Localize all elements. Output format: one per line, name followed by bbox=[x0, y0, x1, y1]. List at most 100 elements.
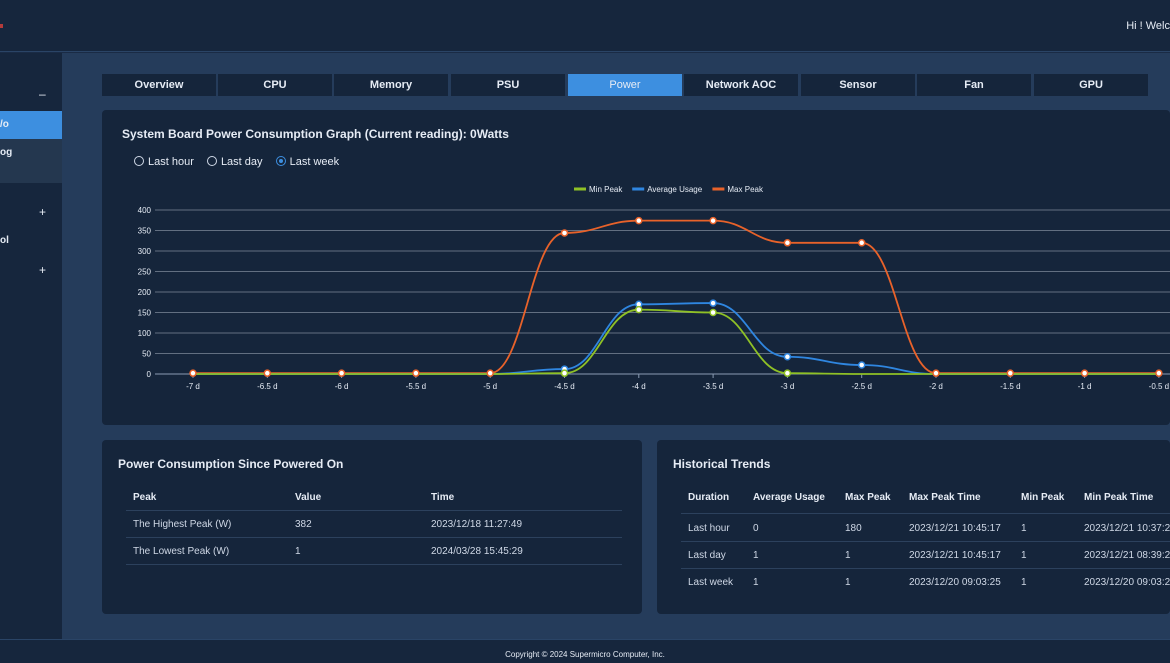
min-peak-legend-label: Min Peak bbox=[589, 185, 623, 194]
table-cell: The Lowest Peak (W) bbox=[133, 546, 230, 557]
max-peak-point bbox=[189, 369, 197, 377]
sidebar-item-label: /o bbox=[0, 119, 9, 130]
x-tick-label: -2.5 d bbox=[851, 382, 871, 391]
sidebar-item-system-info[interactable]: /o bbox=[0, 111, 62, 139]
radio-last-day[interactable]: Last day bbox=[206, 156, 263, 168]
tab-overview[interactable]: Overview bbox=[102, 74, 216, 96]
table-cell: 1 bbox=[1021, 577, 1027, 588]
table-cell: 2023/12/21 08:39:2 bbox=[1084, 550, 1170, 561]
column-header-peak: Peak bbox=[133, 492, 157, 503]
table-cell: 180 bbox=[845, 523, 862, 534]
x-tick-label: -5.5 d bbox=[406, 382, 426, 391]
max-peak-point bbox=[263, 369, 272, 377]
y-tick-label: 150 bbox=[138, 309, 152, 318]
max-peak-line bbox=[193, 219, 1159, 375]
min-peak-point bbox=[560, 369, 569, 377]
table-cell: 1 bbox=[753, 550, 759, 561]
radio-label: Last hour bbox=[148, 156, 194, 168]
radio-last-hour[interactable]: Last hour bbox=[134, 156, 194, 168]
column-header-duration: Duration bbox=[688, 492, 730, 503]
sidebar-section-expand[interactable]: + bbox=[0, 199, 62, 227]
table-cell: 2023/12/21 10:37:2 bbox=[1084, 523, 1170, 534]
max-peak-point bbox=[635, 216, 643, 225]
table-cell: 2023/12/18 11:27:49 bbox=[431, 519, 523, 530]
table-cell: 2023/12/20 09:03:2 bbox=[1084, 577, 1170, 588]
radio-label: Last day bbox=[220, 156, 263, 168]
table-cell: 2024/03/28 15:45:29 bbox=[431, 546, 523, 557]
logo-fragment bbox=[0, 24, 3, 28]
tab-network-aoc[interactable]: Network AOC bbox=[684, 74, 798, 96]
x-tick-label: -3.5 d bbox=[703, 382, 723, 391]
powered-on-title: Power Consumption Since Powered On bbox=[118, 457, 344, 471]
sidebar-item-event-log[interactable]: og bbox=[0, 139, 62, 183]
x-tick-label: -1 d bbox=[1078, 382, 1092, 391]
tab-fan[interactable]: Fan bbox=[917, 74, 1031, 96]
table-cell: 1 bbox=[845, 550, 851, 561]
y-tick-label: 50 bbox=[142, 350, 151, 359]
tab-gpu[interactable]: GPU bbox=[1034, 74, 1148, 96]
sidebar: – /o og + ol + bbox=[0, 53, 62, 639]
row-divider bbox=[681, 513, 1170, 514]
row-divider bbox=[681, 568, 1170, 569]
y-tick-label: 0 bbox=[147, 370, 152, 379]
column-header-value: Value bbox=[295, 492, 322, 503]
max-peak-point bbox=[337, 369, 346, 377]
tab-power[interactable]: Power bbox=[568, 74, 682, 96]
column-header-max-peak-time: Max Peak Time bbox=[909, 492, 981, 503]
max-peak-point bbox=[412, 369, 420, 377]
sidebar-item-control[interactable]: ol bbox=[0, 227, 62, 255]
column-header-time: Time bbox=[431, 492, 455, 503]
average-usage-point bbox=[709, 299, 717, 307]
max-peak-point bbox=[1006, 369, 1015, 377]
tab-sensor[interactable]: Sensor bbox=[801, 74, 915, 96]
tab-cpu[interactable]: CPU bbox=[218, 74, 332, 96]
average-usage-point bbox=[857, 361, 866, 369]
average-usage-line bbox=[192, 302, 1159, 375]
x-tick-label: -4 d bbox=[632, 382, 646, 391]
sidebar-section-collapse[interactable]: – bbox=[0, 81, 62, 109]
radio-last-week[interactable]: Last week bbox=[275, 156, 339, 168]
max-peak-point bbox=[857, 239, 866, 247]
power-line-chart: 0 50 100 150 200 250 300 350 400 -7 d -6.5 d -6 d -5… bbox=[138, 185, 1170, 391]
table-cell: 1 bbox=[845, 577, 851, 588]
tab-memory[interactable]: Memory bbox=[334, 74, 448, 96]
tab-psu[interactable]: PSU bbox=[451, 74, 565, 96]
range-selector: Last hour Last day Last week bbox=[134, 156, 349, 168]
table-cell: 1 bbox=[753, 577, 759, 588]
table-cell: 0 bbox=[753, 523, 759, 534]
expand-icon[interactable]: + bbox=[39, 205, 47, 219]
table-cell: Last hour bbox=[688, 523, 730, 534]
y-tick-label: 350 bbox=[138, 227, 152, 236]
table-cell: 2023/12/21 10:45:17 bbox=[909, 523, 1001, 534]
min-peak-point bbox=[783, 369, 792, 377]
top-bar: Hi ! Welc bbox=[0, 0, 1170, 52]
table-cell: 2023/12/21 10:45:17 bbox=[909, 550, 1001, 561]
radio-checked-icon bbox=[275, 156, 286, 166]
x-tick-label: -1.5 d bbox=[1000, 382, 1020, 391]
column-header-max-peak: Max Peak bbox=[845, 492, 891, 503]
average-usage-legend-label: Average Usage bbox=[647, 185, 703, 194]
min-peak-point bbox=[709, 308, 717, 317]
x-tick-label: -3 d bbox=[781, 382, 795, 391]
collapse-icon[interactable]: – bbox=[39, 87, 46, 101]
min-peak-point bbox=[635, 305, 643, 314]
max-peak-point bbox=[783, 239, 792, 247]
y-tick-label: 200 bbox=[138, 288, 152, 297]
x-tick-label: -0.5 d bbox=[1149, 382, 1169, 391]
y-tick-label: 100 bbox=[138, 329, 152, 338]
y-tick-label: 250 bbox=[138, 268, 152, 277]
row-divider bbox=[681, 541, 1170, 542]
expand-icon[interactable]: + bbox=[39, 263, 47, 277]
max-peak-point bbox=[1155, 369, 1163, 377]
footer-copyright: Copyright © 2024 Supermicro Computer, In… bbox=[0, 639, 1170, 663]
row-divider bbox=[126, 564, 622, 565]
tab-bar: Overview CPU Memory PSU Power Network AO… bbox=[102, 74, 1170, 96]
graph-title: System Board Power Consumption Graph (Cu… bbox=[122, 127, 509, 141]
y-tick-label: 400 bbox=[138, 206, 152, 215]
sidebar-item-label: og bbox=[0, 147, 13, 158]
table-cell: 1 bbox=[1021, 523, 1027, 534]
sidebar-section-expand[interactable]: + bbox=[0, 257, 62, 285]
max-peak-point bbox=[486, 369, 494, 377]
min-peak-line bbox=[192, 308, 1159, 375]
radio-unchecked-icon bbox=[134, 156, 144, 166]
